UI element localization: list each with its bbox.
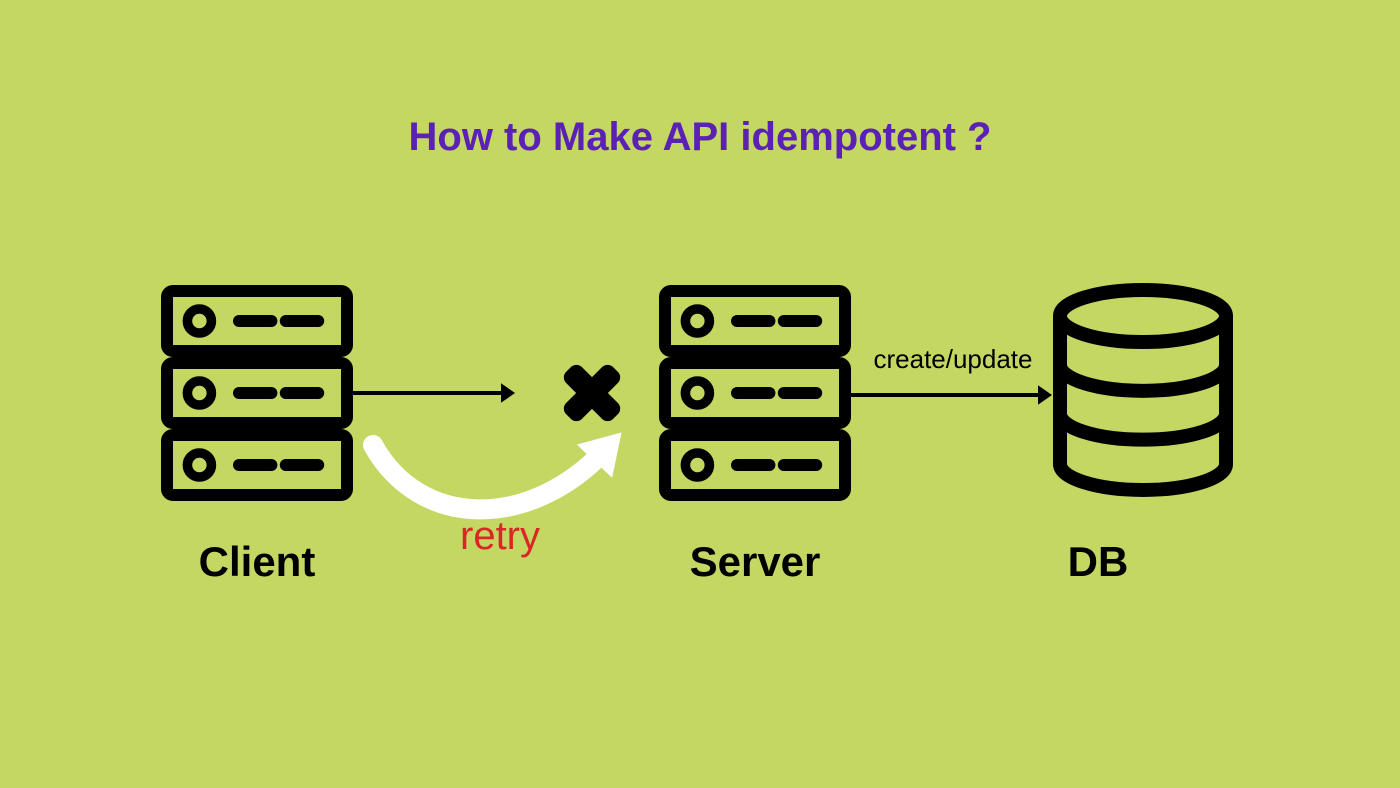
retry-arrow <box>373 432 622 509</box>
diagram-canvas: How to Make API idempotent ? Client Serv… <box>0 0 1400 788</box>
arrow <box>347 383 515 403</box>
diagram-svg-layer <box>0 0 1400 788</box>
fail-cross-icon <box>545 346 639 440</box>
arrow <box>847 385 1052 405</box>
server-stack-icon <box>665 291 845 495</box>
server-stack-icon <box>167 291 347 495</box>
retry-label: retry <box>400 514 600 559</box>
client-label: Client <box>107 538 407 586</box>
server-label: Server <box>605 538 905 586</box>
database-icon <box>1060 290 1226 490</box>
db-label: DB <box>948 538 1248 586</box>
create-update-label: create/update <box>833 344 1073 375</box>
